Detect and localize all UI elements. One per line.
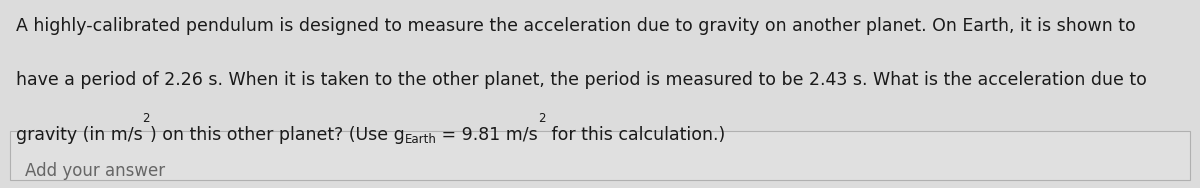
Text: 2: 2: [143, 112, 150, 125]
Text: = 9.81 m/s: = 9.81 m/s: [437, 126, 539, 144]
Text: 2: 2: [539, 112, 546, 125]
Text: for this calculation.): for this calculation.): [546, 126, 725, 144]
Text: ) on this other planet? (Use g: ) on this other planet? (Use g: [150, 126, 404, 144]
Text: have a period of 2.26 s. When it is taken to the other planet, the period is mea: have a period of 2.26 s. When it is take…: [16, 71, 1146, 89]
Text: A highly-calibrated pendulum is designed to measure the acceleration due to grav: A highly-calibrated pendulum is designed…: [16, 17, 1135, 35]
Text: gravity (in m/s: gravity (in m/s: [16, 126, 143, 144]
Text: Add your answer: Add your answer: [25, 162, 166, 180]
FancyBboxPatch shape: [10, 131, 1190, 180]
Text: Earth: Earth: [404, 133, 437, 146]
